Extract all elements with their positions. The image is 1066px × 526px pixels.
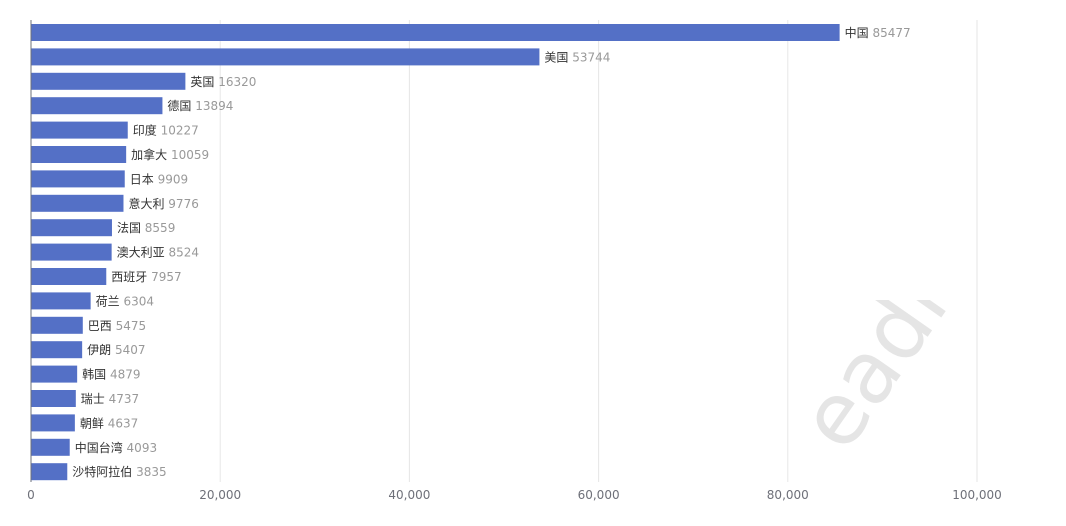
value-label: 6304 xyxy=(120,294,154,308)
category-label: 印度 xyxy=(133,123,157,138)
bar[interactable] xyxy=(31,292,91,310)
value-label: 9776 xyxy=(164,197,198,211)
bar-labels: 中国 85477 美国 53744 英国 16320 德国 13894 印度 10227… xyxy=(72,25,910,479)
bar-label: 朝鲜 4637 xyxy=(80,416,138,430)
bar[interactable] xyxy=(31,146,127,163)
category-label: 巴西 xyxy=(88,319,112,333)
bar-label: 澳大利亚 8524 xyxy=(117,246,199,260)
bar-label: 印度 10227 xyxy=(133,123,199,138)
bar-label: 荷兰 6304 xyxy=(96,294,154,308)
category-label: 美国 xyxy=(544,50,568,64)
category-label: 西班牙 xyxy=(111,270,147,284)
x-tick-label: 100,000 xyxy=(952,488,1002,502)
bar-label: 中国台湾 4093 xyxy=(75,440,157,455)
grid-lines xyxy=(219,20,978,482)
bar-label: 伊朗 5407 xyxy=(87,343,145,357)
category-label: 澳大利亚 xyxy=(117,246,165,260)
bar[interactable] xyxy=(31,48,540,66)
bars xyxy=(31,24,840,481)
bar-label: 西班牙 7957 xyxy=(111,270,181,284)
value-label: 8524 xyxy=(165,246,199,260)
bar-label: 瑞士 4737 xyxy=(81,392,139,406)
bar-label: 美国 53744 xyxy=(544,50,610,64)
bar[interactable] xyxy=(31,268,107,285)
x-tick-label: 80,000 xyxy=(767,488,809,502)
bar[interactable] xyxy=(31,97,163,115)
value-label: 8559 xyxy=(141,221,175,235)
category-label: 中国 xyxy=(845,25,869,40)
bar-label: 法国 8559 xyxy=(117,221,175,235)
bar[interactable] xyxy=(31,390,76,407)
value-label: 10227 xyxy=(157,124,199,138)
x-tick-label: 40,000 xyxy=(388,488,430,502)
category-label: 德国 xyxy=(167,98,191,113)
bar-label: 德国 13894 xyxy=(167,98,233,113)
category-label: 瑞士 xyxy=(81,392,105,406)
category-label: 意大利 xyxy=(128,196,164,211)
bar[interactable] xyxy=(31,365,78,383)
bar-label: 韩国 4879 xyxy=(82,367,140,382)
value-label: 16320 xyxy=(214,75,256,89)
bar[interactable] xyxy=(31,463,68,481)
value-label: 10059 xyxy=(167,148,209,162)
value-label: 5407 xyxy=(111,343,145,357)
bar[interactable] xyxy=(31,438,70,456)
value-label: 9909 xyxy=(154,172,188,186)
category-label: 英国 xyxy=(190,75,214,89)
bar[interactable] xyxy=(31,121,128,139)
value-label: 5475 xyxy=(112,319,146,333)
category-label: 荷兰 xyxy=(96,294,120,308)
x-axis: 0 20,000 40,000 60,000 80,000 100,000 xyxy=(27,20,1002,502)
bar[interactable] xyxy=(31,170,125,188)
bar[interactable] xyxy=(31,341,83,359)
category-label: 日本 xyxy=(130,172,154,186)
bar-label: 意大利 9776 xyxy=(128,196,198,211)
value-label: 4637 xyxy=(104,416,138,430)
value-label: 13894 xyxy=(191,99,233,113)
x-tick-label: 60,000 xyxy=(578,488,620,502)
category-label: 韩国 xyxy=(82,367,106,382)
value-label: 7957 xyxy=(147,270,181,284)
bar-label: 日本 9909 xyxy=(130,172,188,186)
category-label: 法国 xyxy=(117,221,141,235)
bar-label: 加拿大 10059 xyxy=(131,147,209,162)
bar[interactable] xyxy=(31,194,124,212)
bar[interactable] xyxy=(31,219,112,237)
category-label: 中国台湾 xyxy=(75,440,123,455)
x-tick-label: 20,000 xyxy=(199,488,241,502)
bar[interactable] xyxy=(31,72,186,90)
bar[interactable] xyxy=(31,243,112,261)
value-label: 4093 xyxy=(123,441,157,455)
bar[interactable] xyxy=(31,316,83,334)
bar[interactable] xyxy=(31,414,75,432)
bar-label: 英国 16320 xyxy=(190,75,256,89)
value-label: 85477 xyxy=(869,26,911,40)
value-label: 53744 xyxy=(568,50,610,64)
value-label: 4737 xyxy=(105,392,139,406)
bar-label: 沙特阿拉伯 3835 xyxy=(72,464,166,479)
bar-label: 中国 85477 xyxy=(845,25,911,40)
category-label: 加拿大 xyxy=(131,147,167,162)
value-label: 3835 xyxy=(132,465,166,479)
category-label: 伊朗 xyxy=(87,343,111,357)
category-label: 沙特阿拉伯 xyxy=(72,464,132,479)
category-label: 朝鲜 xyxy=(80,416,104,430)
bar-label: 巴西 5475 xyxy=(88,319,146,333)
value-label: 4879 xyxy=(106,368,140,382)
bar[interactable] xyxy=(31,24,840,41)
x-tick-label: 0 xyxy=(27,488,35,502)
